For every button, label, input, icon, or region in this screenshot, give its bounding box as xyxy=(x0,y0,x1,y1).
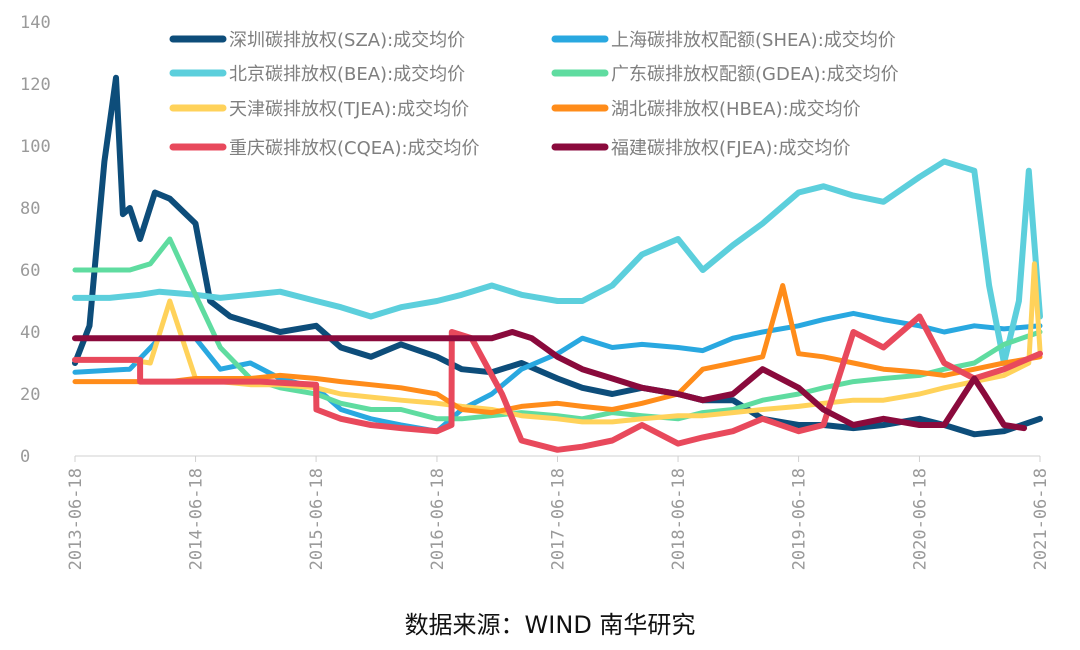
x-tick-label: 2019-06-18 xyxy=(790,468,810,570)
x-axis: 2013-06-18 2014-06-18 2015-06-18 2016-06-18… xyxy=(66,455,1051,570)
source-note: 数据来源：WIND 南华研究 xyxy=(405,611,696,639)
x-tick-label: 2015-06-18 xyxy=(307,468,327,570)
legend-label: 福建碳排放权(FJEA):成交均价 xyxy=(611,138,850,159)
series-line-2 xyxy=(72,310,1043,434)
x-tick-label: 2016-06-18 xyxy=(428,468,448,570)
series-line-3 xyxy=(72,158,1043,366)
legend-label: 重庆碳排放权(CQEA):成交均价 xyxy=(229,138,480,159)
legend-label: 天津碳排放权(TJEA):成交均价 xyxy=(229,99,469,120)
x-tick-label: 2020-06-18 xyxy=(910,468,930,570)
legend-label: 广东碳排放权配额(GDEA):成交均价 xyxy=(611,64,899,85)
series-line-8 xyxy=(72,329,1028,432)
legend-label: 上海碳排放权配额(SHEA):成交均价 xyxy=(611,30,896,51)
legend-label: 湖北碳排放权(HBEA):成交均价 xyxy=(611,99,861,120)
y-tick-label: 40 xyxy=(20,323,40,343)
y-tick-label: 100 xyxy=(20,137,51,157)
series-line-4 xyxy=(72,236,1043,422)
x-tick-label: 2013-06-18 xyxy=(66,468,86,570)
x-tick-label: 2018-06-18 xyxy=(669,468,689,570)
y-tick-label: 140 xyxy=(20,13,51,33)
plot-area xyxy=(72,74,1043,453)
x-tick-label: 2017-06-18 xyxy=(549,468,569,570)
x-tick-label: 2021-06-18 xyxy=(1031,468,1051,570)
y-tick-label: 80 xyxy=(20,199,40,219)
series-line-6 xyxy=(72,283,1043,416)
x-tick-label: 2014-06-18 xyxy=(187,468,207,570)
legend-label: 北京碳排放权(BEA):成交均价 xyxy=(229,64,465,85)
series-line-1 xyxy=(72,74,1043,438)
legend: 深圳碳排放权(SZA):成交均价 上海碳排放权配额(SHEA):成交均价北京碳排放… xyxy=(169,30,899,159)
y-tick-label: 120 xyxy=(20,75,51,95)
y-tick-label: 20 xyxy=(20,385,40,405)
y-tick-label: 0 xyxy=(20,447,30,467)
y-axis: 0 20 40 60 80 100 120 140 xyxy=(20,13,51,467)
series-line-7 xyxy=(72,313,1043,453)
y-tick-label: 60 xyxy=(20,261,40,281)
legend-label: 深圳碳排放权(SZA):成交均价 xyxy=(229,30,465,51)
